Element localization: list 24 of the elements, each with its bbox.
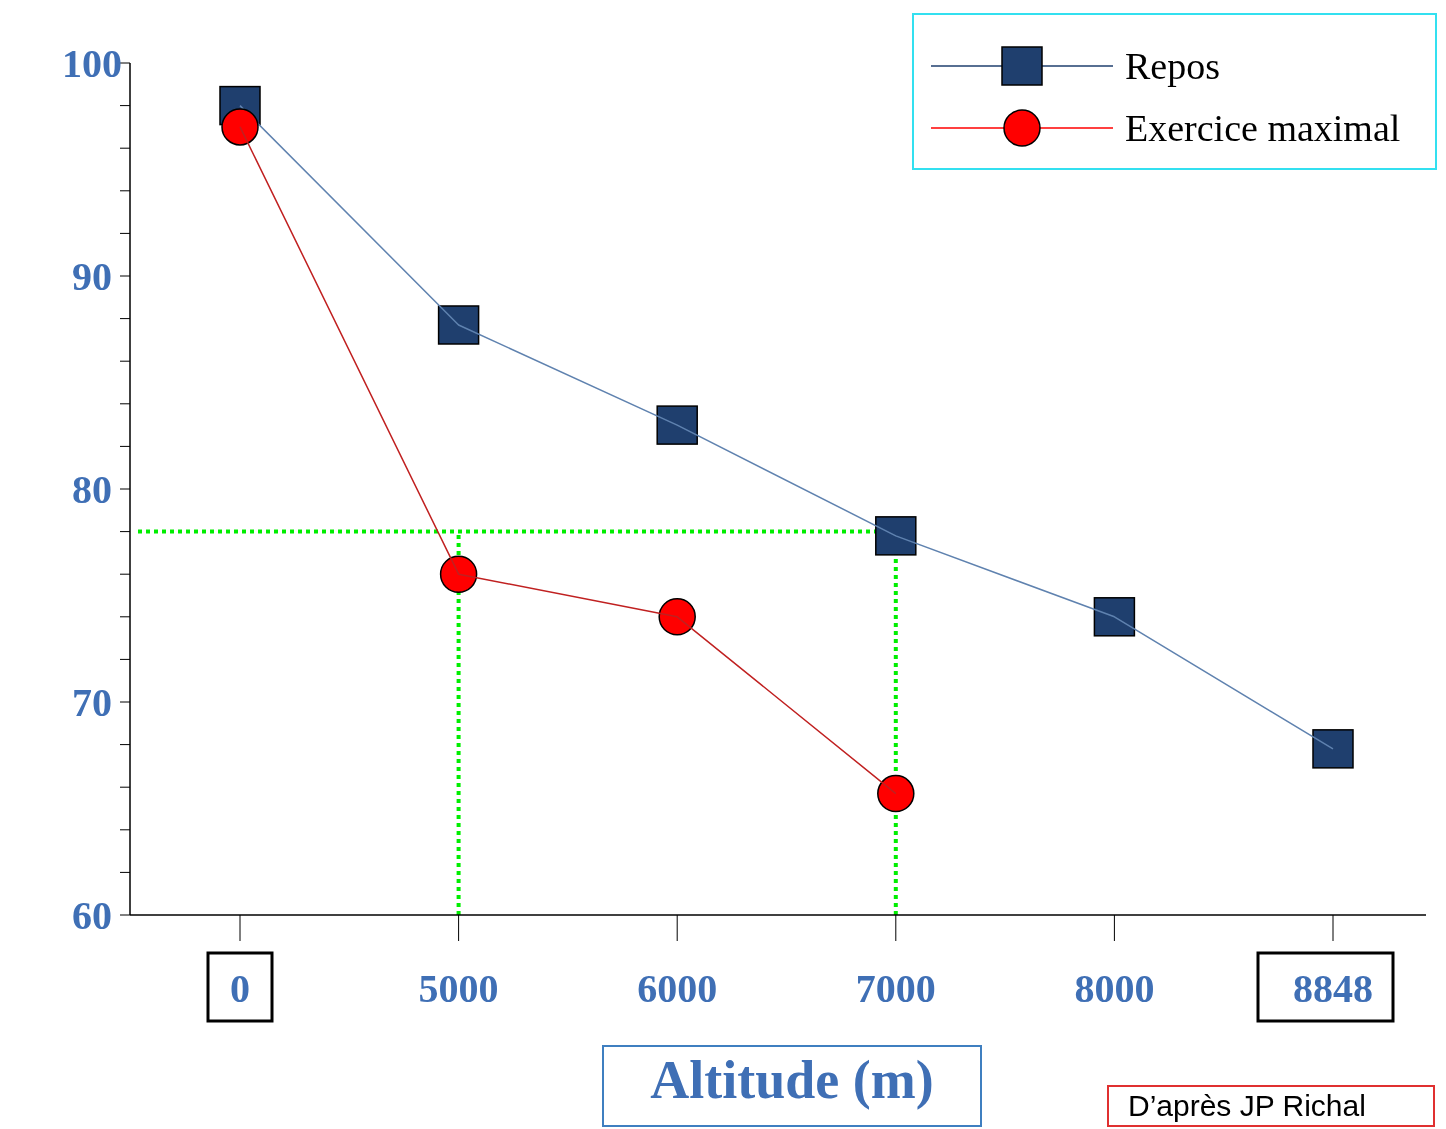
point	[1312, 729, 1354, 769]
point	[437, 305, 480, 345]
x-tick-label: 8000	[1074, 966, 1155, 1011]
point	[656, 405, 698, 445]
point	[221, 108, 259, 146]
point	[439, 555, 478, 593]
point	[875, 516, 917, 556]
y-tick-label: 100	[62, 41, 122, 86]
text: D’après JP Richal	[1128, 1089, 1366, 1122]
x-tick-label: 0	[230, 966, 250, 1011]
x-tick-label: 7000	[855, 966, 936, 1011]
x-axis-title: Altitude (m)	[650, 1050, 934, 1110]
x-tick-label: 6000	[637, 966, 718, 1011]
y-tick-label: 60	[72, 893, 112, 938]
legend-label: Exercice maximal	[1125, 107, 1401, 150]
y-tick-label: 70	[72, 680, 112, 725]
legend-label: Repos	[1125, 45, 1220, 88]
y-tick-label: 80	[72, 467, 112, 512]
x-tick-label: 5000	[418, 966, 499, 1011]
y-tick-label: 90	[72, 254, 112, 299]
point	[658, 598, 696, 636]
x-tick-label: 8848	[1293, 966, 1373, 1011]
point	[1093, 597, 1136, 637]
point	[877, 774, 915, 813]
